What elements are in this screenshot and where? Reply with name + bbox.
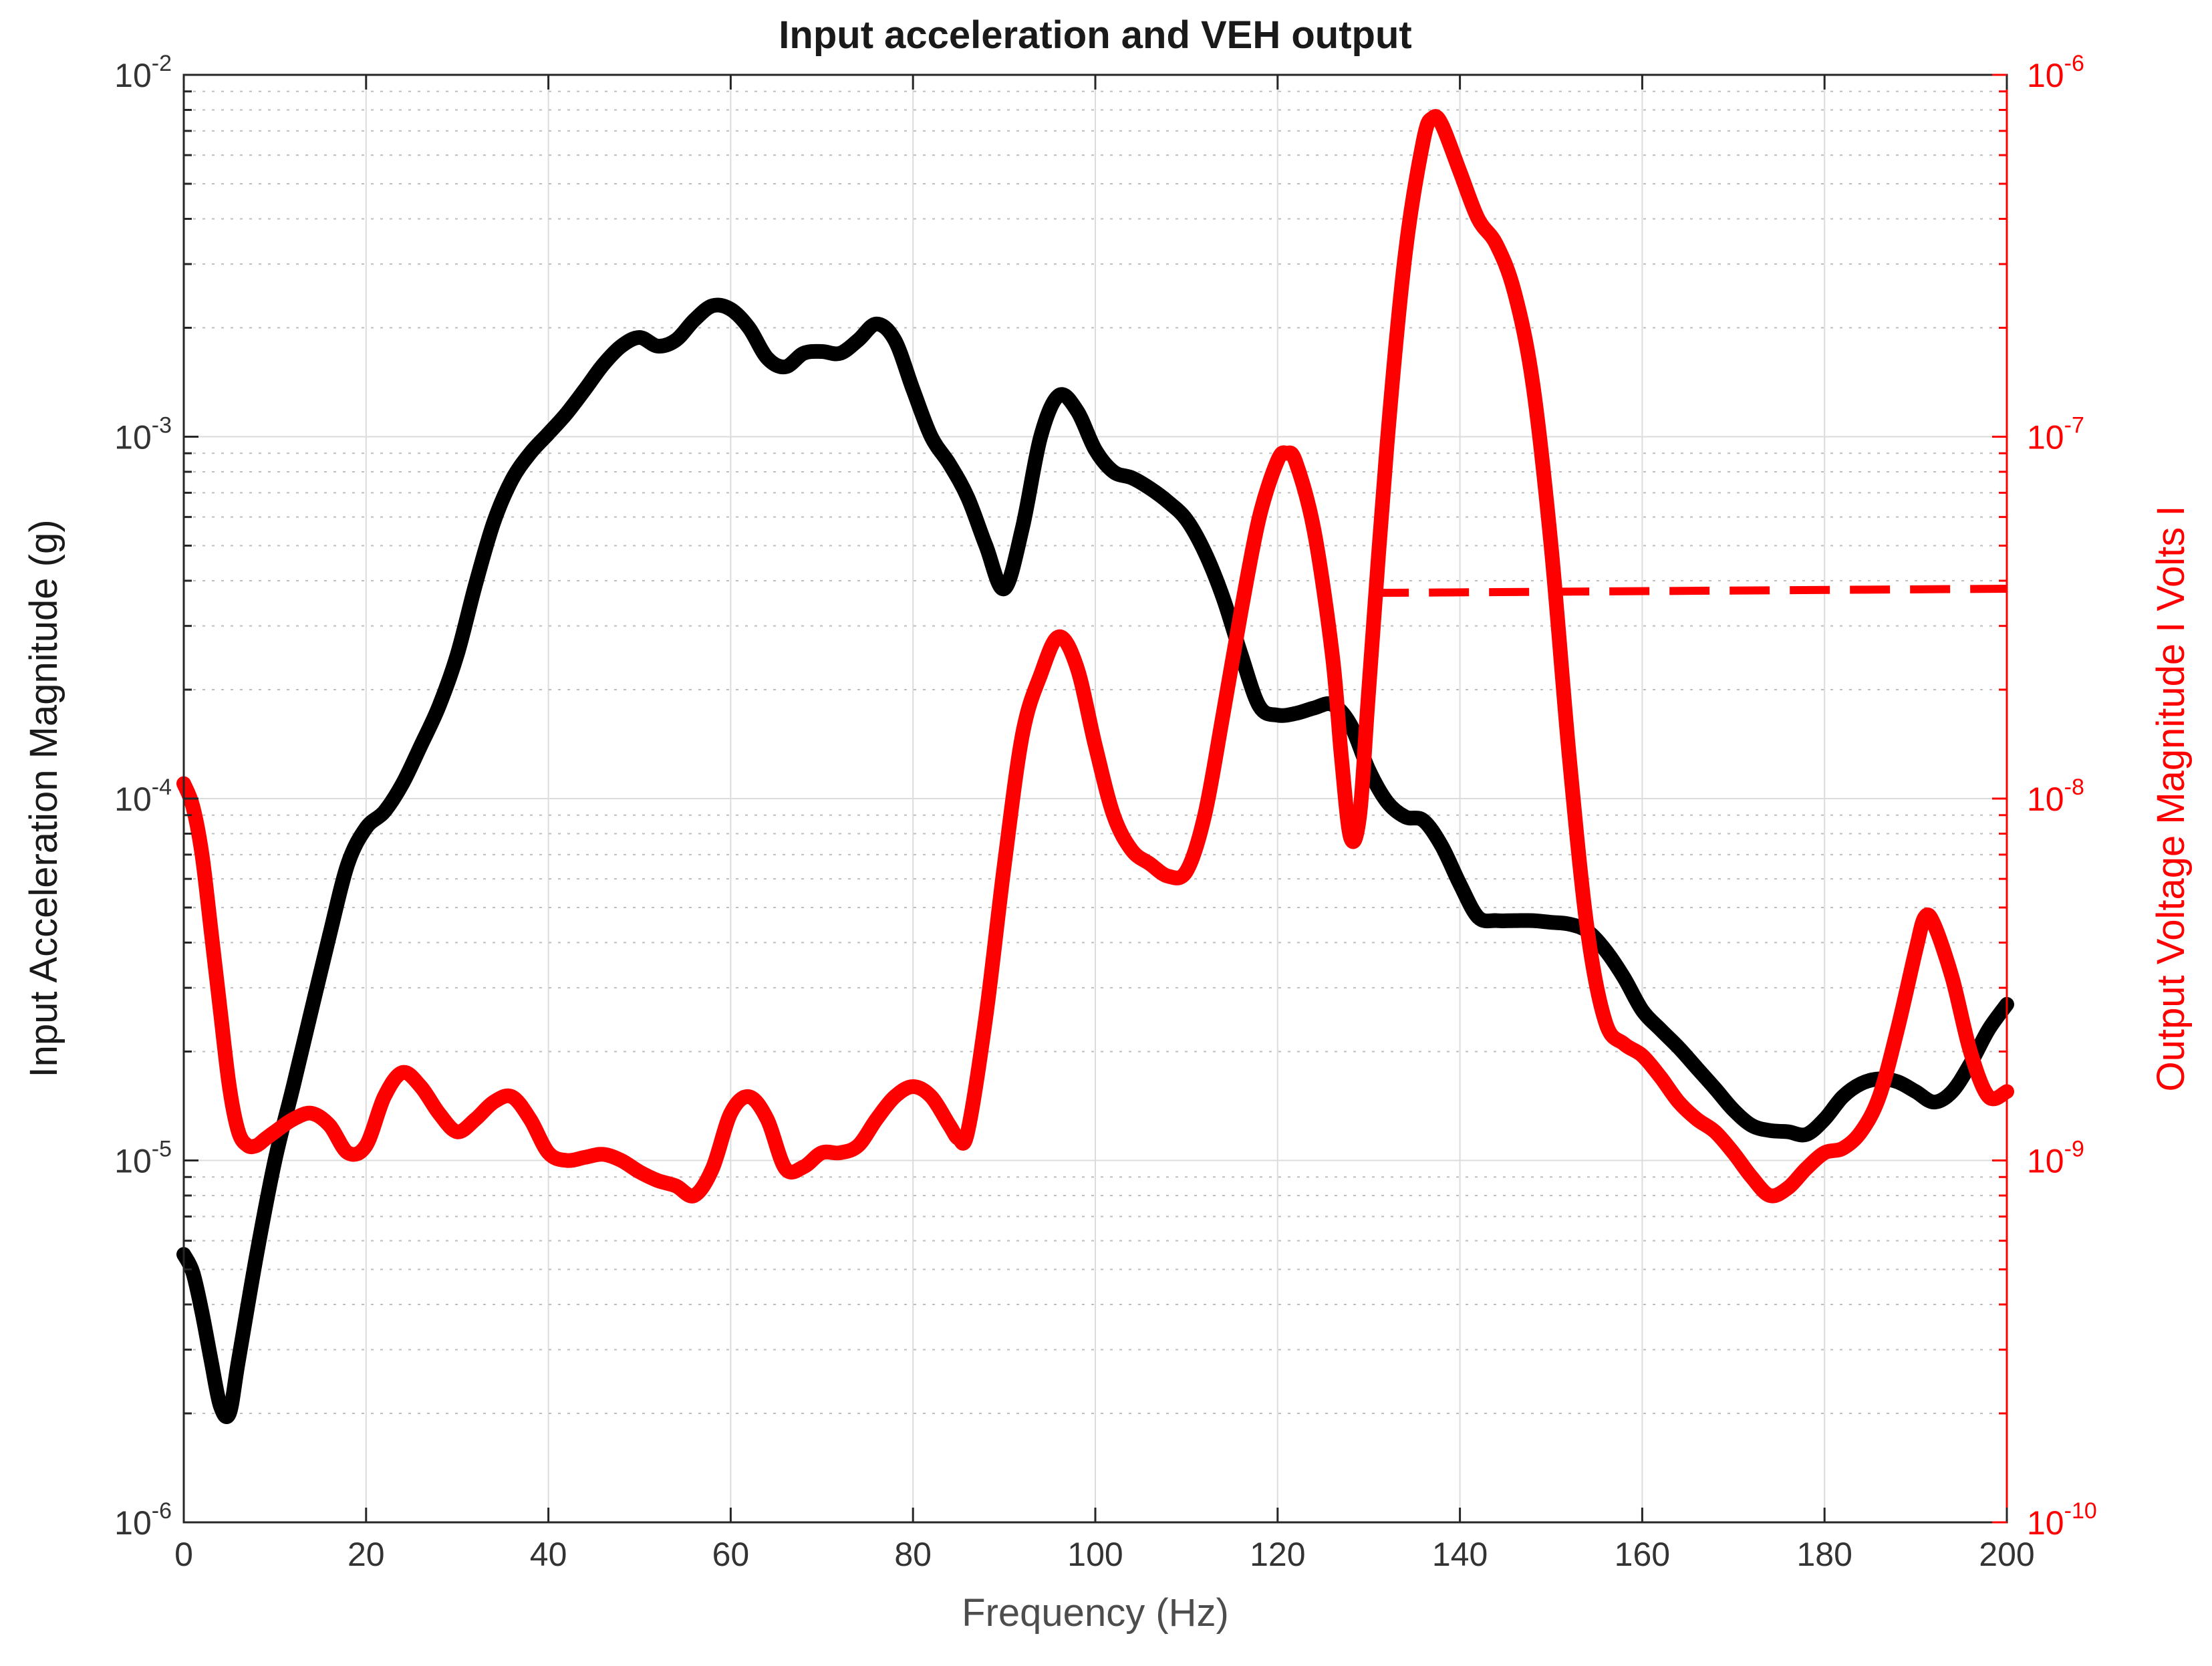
x-tick-label: 120 xyxy=(1250,1536,1305,1573)
left-tick-label: 10-4 xyxy=(114,775,172,818)
x-axis-label: Frequency (Hz) xyxy=(962,1591,1229,1635)
right-tick-label: 10-7 xyxy=(2027,413,2084,456)
x-tick-label: 80 xyxy=(894,1536,932,1573)
x-tick-label: 100 xyxy=(1067,1536,1123,1573)
axes: 0 20 40 60 80 100 120 140 160 180 200 10-6 10-5 10-4 1… xyxy=(114,51,2097,1573)
left-tick-label: 10-5 xyxy=(114,1137,172,1180)
x-tick-label: 160 xyxy=(1615,1536,1670,1573)
right-tick-label: 10-9 xyxy=(2027,1137,2084,1180)
chart-title: Input acceleration and VEH output xyxy=(779,13,1411,57)
x-tick-label: 140 xyxy=(1432,1536,1488,1573)
right-tick-label: 10-8 xyxy=(2027,775,2084,818)
series-layer xyxy=(176,109,2014,1424)
x-tick-label: 200 xyxy=(1979,1536,2034,1573)
right-tick-label: 10-6 xyxy=(2027,51,2084,94)
left-tick-label: 10-3 xyxy=(114,413,172,456)
series-line-1 xyxy=(176,297,2014,1424)
series-line-3-dashed xyxy=(1369,585,2008,597)
left-y-axis-label: Input Acceleration Magnitude (g) xyxy=(22,519,65,1077)
right-tick-label: 10-10 xyxy=(2027,1498,2097,1542)
x-tick-label: 180 xyxy=(1796,1536,1852,1573)
x-tick-label: 20 xyxy=(348,1536,385,1573)
right-y-axis-label: Output Voltage Magnitude I Volts I xyxy=(2149,505,2193,1091)
x-tick-label: 40 xyxy=(530,1536,567,1573)
series-line-2 xyxy=(176,109,2014,1204)
x-tick-label: 60 xyxy=(712,1536,750,1573)
x-tick-label: 0 xyxy=(174,1536,193,1573)
left-tick-label: 10-6 xyxy=(114,1498,172,1542)
left-tick-label: 10-2 xyxy=(114,51,172,94)
